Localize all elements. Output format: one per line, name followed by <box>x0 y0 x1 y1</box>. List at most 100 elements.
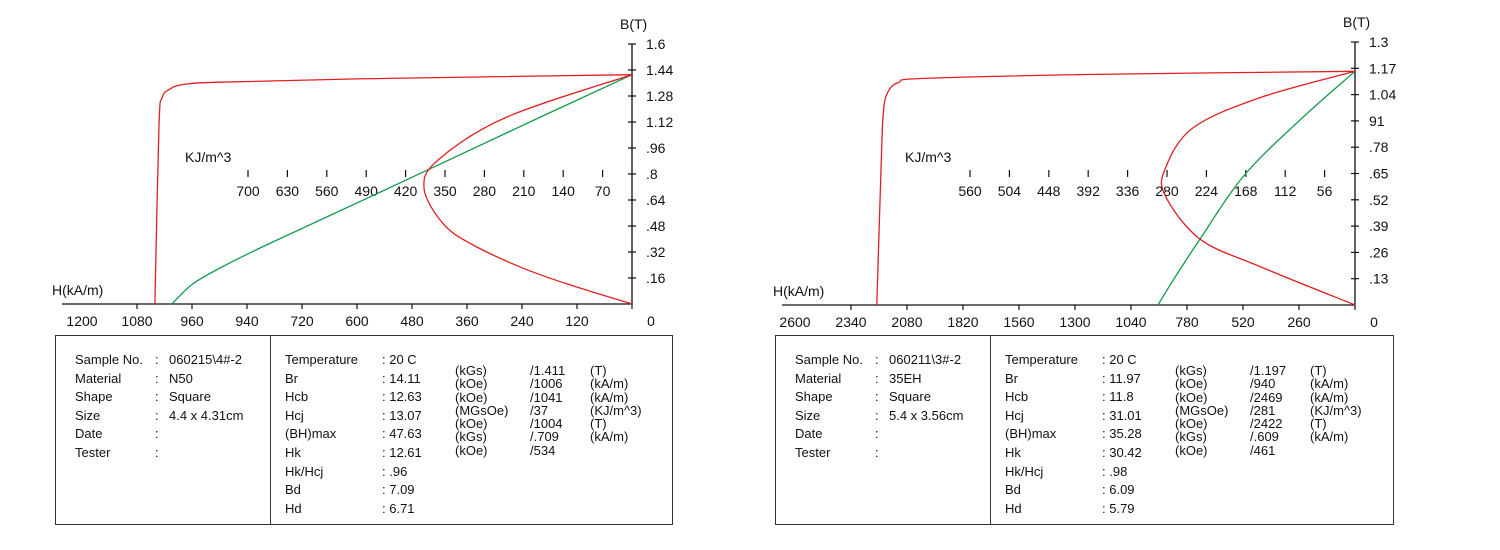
si-units: (T) (kA/m) (kA/m) (KJ/m^3) (T) (kA/m) <box>1310 364 1362 444</box>
cgs-unit: (kGs) <box>1175 363 1207 378</box>
x-tick-label: 940 <box>235 313 259 329</box>
si-value: /1004 <box>530 416 563 432</box>
sample-values: 060215\4#-2 N50 Square 4.4 x 4.31cm <box>169 351 243 463</box>
si-value: /2422 <box>1250 416 1283 432</box>
sample-value <box>169 444 243 463</box>
param-value: : 47.63 <box>382 426 422 442</box>
param-label: (BH)max <box>1005 426 1057 442</box>
param-value: : 11.8 <box>1102 389 1134 405</box>
si-value: /.609 <box>1250 429 1279 445</box>
si-unit: (kA/m) <box>590 429 629 445</box>
param-label: Hd <box>285 500 302 516</box>
param-values: : 20 C: 14.11: 12.63: 13.07: 47.63: 12.6… <box>382 351 422 518</box>
sample-sep: : <box>875 407 879 423</box>
energy-tick-label: 224 <box>1195 183 1219 199</box>
param-values: : 20 C: 11.97: 11.8: 31.01: 35.28: 30.42… <box>1102 351 1142 518</box>
y-tick-label: .48 <box>646 218 666 234</box>
cgs-unit: (kOe) <box>455 416 488 432</box>
si-unit: (kA/m) <box>1310 389 1349 405</box>
param-label: Br <box>1005 370 1018 386</box>
energy-tick-label: 70 <box>595 183 611 199</box>
energy-tick-label: 280 <box>1155 183 1179 199</box>
sample-value: 060215\4#-2 <box>169 352 243 367</box>
si-unit: (kA/m) <box>590 376 629 392</box>
x-tick-label: 1820 <box>947 314 978 330</box>
x-tick-label: 720 <box>290 313 314 329</box>
energy-tick-label: 504 <box>998 183 1022 199</box>
sample-label: Date <box>795 426 823 442</box>
curve-intrinsic-J <box>154 74 633 305</box>
cgs-unit: (kOe) <box>1175 416 1208 432</box>
energy-tick-label: 490 <box>355 183 379 199</box>
x-tick-label: 120 <box>565 313 589 329</box>
y-tick-label: .8 <box>646 166 658 182</box>
y-tick-label: 1.44 <box>646 62 673 78</box>
param-value: : 12.63 <box>382 389 422 405</box>
si-value: /.709 <box>530 429 559 445</box>
y-tick-label: .78 <box>1369 139 1389 155</box>
param-label: Temperature <box>285 352 358 367</box>
x-tick-label: 1200 <box>66 313 97 329</box>
sample-labels: Sample No. Material Shape Size Date Tester <box>75 351 143 463</box>
sample-label: Material <box>75 370 122 386</box>
sample-label: Shape <box>795 389 833 405</box>
param-labels: Temperature Br Hcb Hcj (BH)max Hk Hk/Hcj Bd Hd <box>1005 351 1078 518</box>
sample-sep: : <box>155 370 159 386</box>
param-label: Temperature <box>1005 352 1078 367</box>
panel-divider <box>270 336 271 524</box>
si-value: /1006 <box>530 376 563 392</box>
sample-label: Size <box>795 407 821 423</box>
x-tick-label: 2600 <box>779 314 810 330</box>
x-tick-label: 1560 <box>1003 314 1034 330</box>
energy-tick-label: 448 <box>1037 183 1061 199</box>
y-axis-title: B(T) <box>1343 14 1370 30</box>
y-axis-title: B(T) <box>620 16 647 32</box>
chart-0: B(T) H(kA/m) KJ/m^3 1.6 1.44 1.28 1.12 .96 .8 .64… <box>52 16 673 329</box>
y-tick-label: 1.3 <box>1369 34 1389 50</box>
param-value: : .96 <box>382 463 408 479</box>
x-tick-label: 1080 <box>121 313 152 329</box>
sample-sep: : <box>155 352 159 367</box>
sample-sep: : <box>155 389 159 405</box>
si-unit: (T) <box>590 416 607 432</box>
y-tick-label: .32 <box>646 244 666 260</box>
energy-tick-label: 56 <box>1317 183 1333 199</box>
param-value: : .98 <box>1102 463 1128 479</box>
cgs-unit: (kOe) <box>1175 376 1208 392</box>
si-value: /1.197 <box>1250 363 1287 378</box>
param-label: Hk/Hcj <box>1005 463 1044 479</box>
y-tick-label: .96 <box>646 140 666 156</box>
sample-value: 4.4 x 4.31cm <box>169 407 244 423</box>
curve-normal-B <box>1157 70 1356 306</box>
si-unit: (kA/m) <box>1310 376 1349 392</box>
sample-value: 35EH <box>889 370 922 386</box>
si-value: /534 <box>530 442 556 458</box>
param-label: Hcb <box>285 389 309 405</box>
param-label: Hcj <box>1005 407 1024 423</box>
sample-value: Square <box>889 389 931 405</box>
curve-intrinsic-J <box>876 70 1356 306</box>
param-value: : 7.09 <box>382 482 415 498</box>
si-values: /1.197/940/2469/281/2422/.609/461 <box>1250 364 1286 457</box>
x-tick-label: 480 <box>400 313 424 329</box>
curve-normal-B <box>171 74 633 305</box>
param-value: : 31.01 <box>1102 407 1142 423</box>
x-tick-label: 780 <box>1175 314 1199 330</box>
sample-sep: : <box>875 444 879 460</box>
param-value: : 6.71 <box>382 500 415 516</box>
cgs-unit: (kGs) <box>455 363 487 378</box>
param-label: (BH)max <box>285 426 337 442</box>
y-tick-label: .65 <box>1369 166 1389 182</box>
sample-value: N50 <box>169 370 193 386</box>
param-value: : 13.07 <box>382 407 422 423</box>
param-label: Bd <box>1005 482 1021 498</box>
param-label: Hcb <box>1005 389 1029 405</box>
param-value: : 30.42 <box>1102 444 1142 460</box>
y-tick-label: .26 <box>1369 244 1389 260</box>
sample-label: Sample No. <box>795 352 863 367</box>
chart-1: B(T) H(kA/m) KJ/m^3 1.3 1.17 1.04 91 .78 .65 .52.… <box>773 14 1396 330</box>
y-tick-label: .64 <box>646 192 666 208</box>
si-unit: (kA/m) <box>590 389 629 405</box>
sample-value: 060211\3#-2 <box>889 352 962 367</box>
sample-separators: :::::: <box>155 351 159 463</box>
